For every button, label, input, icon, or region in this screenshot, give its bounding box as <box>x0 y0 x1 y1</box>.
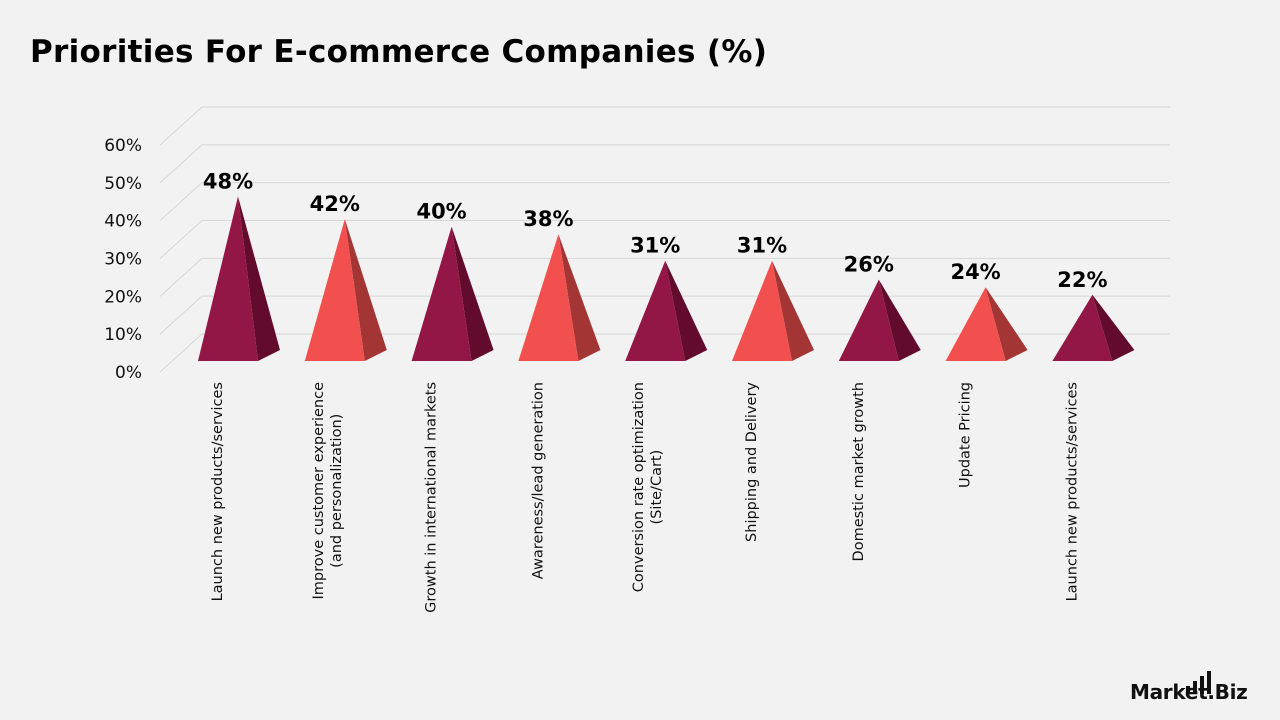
y-tick-label: 50% <box>104 174 142 194</box>
category-label: Improve customer experience (and personal… <box>311 382 345 600</box>
pyramid-side-face <box>558 234 601 361</box>
y-axis-ticks: 0% 10% 20% 30% 40% 50% 60% <box>104 136 142 383</box>
pyramid-bar <box>518 234 601 361</box>
pyramid-front-face <box>838 279 899 361</box>
category-label: Awareness/lead generation <box>530 382 546 579</box>
category-label: Shipping and Delivery <box>744 382 760 542</box>
pyramid-bar <box>838 279 921 361</box>
value-label: 31% <box>630 234 680 258</box>
pyramid-front-face <box>304 219 365 361</box>
value-labels: 48% 42% 40% 38% 31% 31% 26% 24% 22% <box>203 169 1108 291</box>
pyramid-front-face <box>625 260 686 361</box>
pyramid-bar <box>304 219 387 361</box>
y-tick-label: 30% <box>104 250 142 270</box>
y-tick-label: 20% <box>104 287 142 307</box>
chart-title: Priorities For E-commerce Companies (%) <box>30 34 768 70</box>
category-label: Update Pricing <box>958 382 974 488</box>
gridline <box>159 106 1170 146</box>
category-label: Domestic market growth <box>851 382 867 561</box>
pyramid-bar <box>1052 294 1135 361</box>
pyramid-side-face <box>344 219 387 361</box>
value-label: 22% <box>1057 268 1107 292</box>
pyramids <box>198 196 1135 361</box>
pyramid-side-face <box>665 260 708 361</box>
gridline <box>159 333 1170 373</box>
value-label: 40% <box>416 200 466 224</box>
pyramid-side-face <box>1092 294 1135 361</box>
pyramid-bar <box>198 196 280 361</box>
bar-chart-logo-icon <box>1186 671 1211 694</box>
value-label: 48% <box>203 169 253 193</box>
pyramid-front-face <box>1052 294 1113 361</box>
category-label: Launch new products/services <box>1064 382 1080 601</box>
pyramid-front-face <box>945 287 1006 361</box>
y-tick-label: 60% <box>104 136 142 156</box>
pyramid-side-face <box>238 196 280 361</box>
category-label: Growth in international markets <box>424 382 440 613</box>
pyramid-side-face <box>985 287 1028 361</box>
grid-layer <box>159 106 1170 373</box>
gridline <box>159 257 1170 297</box>
category-label: Launch new products/services <box>210 382 226 601</box>
gridline <box>159 182 1170 222</box>
y-tick-label: 0% <box>115 363 142 383</box>
gridline <box>159 295 1170 335</box>
pyramid-bar <box>625 260 708 361</box>
value-label: 38% <box>523 207 573 231</box>
y-tick-label: 40% <box>104 212 142 232</box>
category-label: Conversion rate optimization (Site/Cart) <box>631 382 665 592</box>
y-tick-label: 10% <box>104 325 142 345</box>
value-label: 24% <box>950 260 1000 284</box>
gridline <box>159 144 1170 184</box>
pyramid-bar <box>945 287 1028 361</box>
pyramid-side-face <box>451 226 494 361</box>
value-label: 31% <box>737 234 787 258</box>
value-label: 42% <box>310 192 360 216</box>
pyramid-side-face <box>878 279 921 361</box>
pyramid-front-face <box>411 226 472 361</box>
pyramid-front-face <box>732 260 792 361</box>
pyramid-bar <box>732 260 814 361</box>
pyramid-side-face <box>772 260 814 361</box>
pyramid-front-face <box>518 234 579 361</box>
pyramid-front-face <box>198 196 258 361</box>
gridline <box>159 220 1170 259</box>
value-label: 26% <box>844 253 894 277</box>
category-labels: Launch new products/services Improve cust… <box>210 382 1080 613</box>
pyramid-bar <box>411 226 494 361</box>
